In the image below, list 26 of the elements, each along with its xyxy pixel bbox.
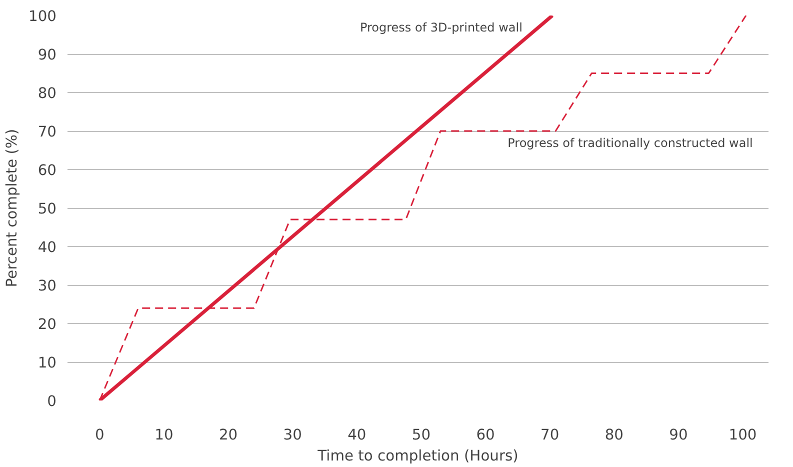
y-tick-label: 40 (38, 239, 57, 256)
y-tick-label: 10 (38, 354, 57, 372)
x-tick-label: 100 (728, 426, 757, 444)
x-tick-label: 20 (218, 426, 238, 444)
y-tick-label: 90 (38, 46, 57, 64)
y-tick-label: 70 (38, 124, 57, 140)
x-tick-label: 40 (348, 426, 366, 444)
x-tick-label: 90 (669, 426, 688, 444)
x-tick-label: 30 (283, 426, 302, 444)
x-tick-label: 70 (540, 426, 560, 444)
y-tick-label: 100 (28, 8, 57, 25)
x-tick-label: 60 (476, 426, 495, 444)
y-tick-label: 0 (47, 393, 57, 410)
y-tick-label: 80 (38, 85, 57, 102)
y-tick-label: 60 (38, 162, 57, 179)
y-tick-label: 30 (38, 278, 57, 294)
y-tick-label: 50 (38, 200, 57, 218)
x-tick-label: 10 (154, 426, 174, 444)
x-tick-label: 80 (604, 426, 624, 444)
x-axis-title: Time to completion (Hours) (316, 448, 518, 464)
y-tick-label: 20 (38, 316, 57, 333)
series-label: Progress of traditionally constructed wall (508, 136, 753, 150)
y-axis-title: Percent complete (%) (4, 128, 21, 288)
x-tick-label: 50 (412, 426, 431, 444)
series-label: Progress of 3D-printed wall (360, 20, 522, 34)
x-tick-label: 0 (94, 426, 104, 444)
